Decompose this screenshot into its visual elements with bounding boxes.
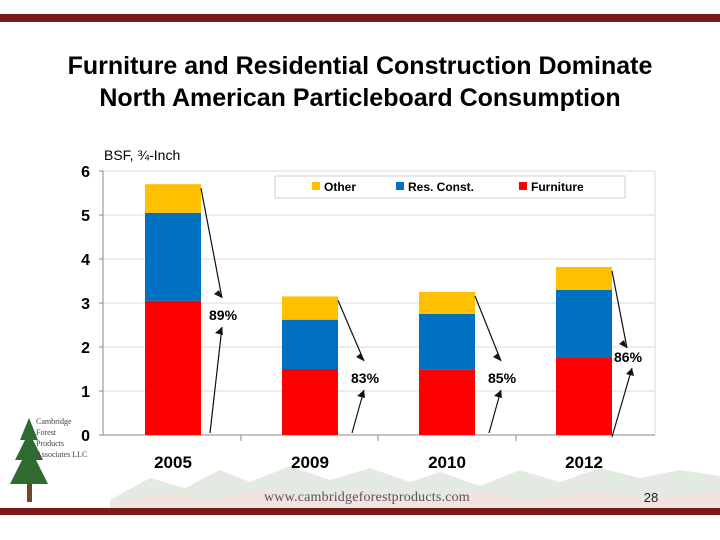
bar-other-2009 [282,296,338,320]
company-logo-text: Cambridge Forest Products Associates LLC [36,416,87,460]
bar-other-2012 [556,266,612,290]
bar-furniture-2010 [419,369,475,435]
bar-furniture-2012 [556,358,612,435]
legend-swatch [519,182,527,190]
annotation-arrow [611,270,628,349]
y-tick-label: 3 [81,296,90,313]
y-tick-label: 0 [81,428,90,445]
x-tick-label: 2009 [291,453,329,472]
arrowhead [214,290,222,298]
y-tick-label: 6 [81,164,90,181]
y-tick-label: 4 [81,252,90,269]
bar-res-const-2010 [419,314,475,370]
legend-label: Res. Const. [408,180,474,194]
x-tick-label: 2005 [154,453,192,472]
annotation-label: 89% [209,307,238,323]
legend-swatch [396,182,404,190]
y-tick-label: 2 [81,340,90,357]
annotation-arrow [474,295,502,362]
arrowhead [493,353,501,361]
arrowhead [619,340,627,348]
logo-line-1: Cambridge [36,417,72,426]
bar-res-const-2009 [282,319,338,369]
arrowhead [494,390,502,398]
arrowhead [626,368,634,376]
annotation-arrow [200,188,223,299]
y-tick-label: 1 [81,384,90,401]
slide-title: Furniture and Residential Construction D… [0,50,720,114]
title-line-2: North American Particleboard Consumption [99,84,621,112]
legend-box [274,175,626,199]
y-tick-label: 5 [81,208,90,225]
legend-label: Furniture [531,180,584,194]
arrowhead [215,327,223,335]
annotation-label: 83% [351,370,380,386]
bar-furniture-2009 [282,369,338,435]
logo-line-4: Associates LLC [36,450,88,459]
title-line-1: Furniture and Residential Construction D… [67,52,653,80]
logo-line-2: Forest [36,428,56,437]
bar-other-2005 [145,184,201,213]
bar-other-2010 [419,292,475,314]
arrowhead [357,390,365,398]
annotation-arrow [209,326,223,434]
mountain-decoration [110,466,720,508]
bar-furniture-2005 [145,300,201,435]
x-tick-label: 2012 [565,453,603,472]
annotation-label: 85% [488,370,517,386]
arrowhead [356,353,364,361]
bar-res-const-2012 [556,289,612,358]
bar-res-const-2005 [145,212,201,301]
legend-swatch [312,182,320,190]
x-tick-label: 2010 [428,453,466,472]
annotation-arrow [337,300,365,362]
website-url: www.cambridgeforestproducts.com [264,490,470,505]
annotation-arrow [611,367,633,438]
logo-line-3: Products [36,439,64,448]
legend-label: Other [324,180,356,194]
bottom-accent-bar [0,508,720,515]
top-accent-bar [0,14,720,22]
y-axis-label: BSF, ¾-Inch [104,147,180,163]
tree-logo-icon [10,418,48,502]
page-number: 28 [643,490,659,505]
annotation-label: 86% [614,349,643,365]
